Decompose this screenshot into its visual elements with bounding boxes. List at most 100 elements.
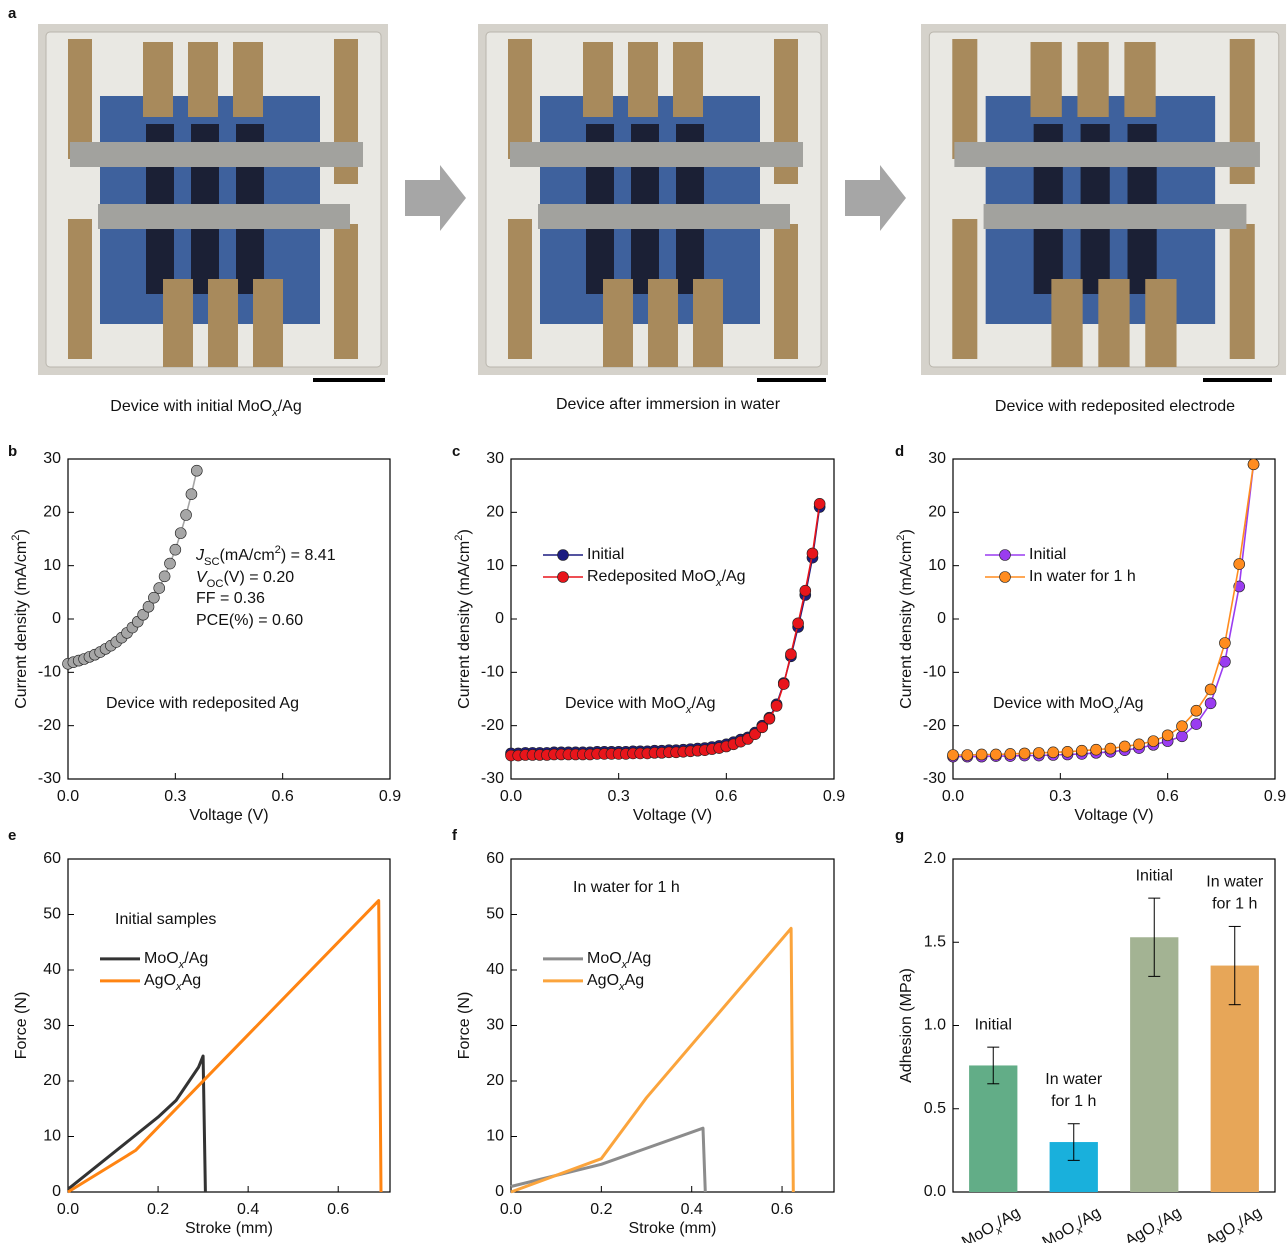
bar-label: In water xyxy=(1045,1071,1103,1088)
text-part: (V) = 0.20 xyxy=(223,569,294,586)
data-point xyxy=(785,648,797,661)
plot-frame xyxy=(952,458,1276,780)
series-line xyxy=(953,464,1255,758)
y-tick-label: 20 xyxy=(486,1072,504,1089)
legend-label: AgOxAg xyxy=(144,972,201,993)
y-axis-label: Force (N) xyxy=(13,992,30,1060)
text-part: Current density (mA/cm xyxy=(456,541,473,709)
data-point xyxy=(1147,735,1160,747)
annotation: Device with redeposited Ag xyxy=(106,695,299,712)
annotation: Device with MoOx/Ag xyxy=(993,695,1144,716)
text-part: /Ag xyxy=(627,950,651,967)
y-tick-label: 30 xyxy=(486,1017,504,1034)
series-line xyxy=(953,464,1255,756)
data-point xyxy=(749,728,761,741)
text-part: 2 xyxy=(453,535,465,541)
x-axis-label: Stroke (mm) xyxy=(629,1220,717,1237)
text-part: Ag xyxy=(625,972,645,989)
legend-marker xyxy=(557,549,569,561)
y-tick-label: -30 xyxy=(923,770,946,787)
x-tick-label: 0.6 xyxy=(1157,788,1179,805)
annotation: VOC(V) = 0.20 xyxy=(196,569,294,590)
y-tick-label: 2.0 xyxy=(924,850,946,867)
x-tick-label: 0.0 xyxy=(57,1201,79,1218)
y-tick-label: 0.0 xyxy=(924,1183,946,1200)
data-point xyxy=(153,582,166,594)
text-part: /Ag xyxy=(692,695,716,712)
text-part: J xyxy=(195,547,205,564)
data-point xyxy=(1247,458,1260,471)
data-point xyxy=(1018,747,1031,760)
data-point xyxy=(813,497,826,510)
x-axis-label: Voltage (V) xyxy=(189,807,268,824)
legend-label: In water for 1 h xyxy=(1029,568,1136,585)
y-tick-label: 40 xyxy=(486,961,504,978)
data-point xyxy=(975,748,988,761)
photo xyxy=(37,23,389,376)
text-part: V xyxy=(196,569,208,586)
text-part: /Ag xyxy=(278,398,302,415)
data-point xyxy=(1219,637,1231,649)
data-point xyxy=(1176,730,1188,743)
data-point xyxy=(180,509,192,521)
text-part: AgO xyxy=(1122,1219,1158,1243)
text-part: Device with MoO xyxy=(993,695,1114,712)
data-point xyxy=(191,464,203,477)
y-tick-label: -30 xyxy=(38,770,61,787)
data-point xyxy=(792,617,804,630)
y-tick-label: 30 xyxy=(43,1017,61,1034)
x-tick-label: MoOx/Ag xyxy=(959,1204,1025,1243)
text-part: x xyxy=(685,704,692,716)
data-point xyxy=(1090,743,1102,756)
text-part: OC xyxy=(207,578,224,590)
text-part: 2 xyxy=(895,535,907,541)
x-tick-label: 0.9 xyxy=(823,788,845,805)
y-tick-label: -20 xyxy=(923,717,946,734)
y-tick-label: 50 xyxy=(486,906,504,923)
x-tick-label: 0.0 xyxy=(500,788,522,805)
bar-label: Initial xyxy=(1136,867,1173,884)
legend-label: MoOx/Ag xyxy=(144,950,208,971)
text-part: Device with initial MoO xyxy=(110,398,272,415)
x-tick-label: 0.3 xyxy=(1049,788,1071,805)
y-tick-label: -20 xyxy=(481,717,504,734)
text-part: /Ag xyxy=(184,950,208,967)
annotation: In water for 1 h xyxy=(573,879,680,896)
data-point xyxy=(137,608,149,621)
text-part: x xyxy=(621,959,628,971)
text-part: Ag xyxy=(182,972,202,989)
data-point xyxy=(1004,748,1017,760)
data-point xyxy=(158,570,171,583)
y-axis-label: Current density (mA/cm2) xyxy=(10,529,30,709)
panel-label: c xyxy=(452,443,460,460)
x-tick-label: 0.0 xyxy=(942,788,964,805)
x-axis-label: Voltage (V) xyxy=(1074,807,1153,824)
x-tick-label: 0.6 xyxy=(715,788,737,805)
legend-label: Redeposited MoOx/Ag xyxy=(587,568,746,589)
x-tick-label: AgOx/Ag xyxy=(1122,1204,1186,1243)
legend-marker xyxy=(999,571,1011,583)
text-part: x xyxy=(175,981,182,993)
panel-label: g xyxy=(895,827,904,844)
legend-label: AgOxAg xyxy=(587,972,644,993)
legend-label: Initial xyxy=(1029,546,1066,563)
scale-bar xyxy=(1203,378,1272,382)
plot-frame xyxy=(510,858,835,1193)
y-tick-label: 60 xyxy=(43,850,61,867)
data-point xyxy=(1076,744,1088,757)
x-tick-label: 0.6 xyxy=(272,788,294,805)
x-tick-label: 0.9 xyxy=(379,788,401,805)
panel-label: b xyxy=(8,443,17,460)
data-point xyxy=(1204,683,1217,696)
y-tick-label: 30 xyxy=(486,450,504,467)
plot-frame xyxy=(67,858,391,1193)
arrow xyxy=(845,165,906,231)
text-part: MoO xyxy=(959,1219,998,1243)
data-point xyxy=(1061,745,1074,758)
x-tick-label: 0.2 xyxy=(147,1201,169,1218)
x-tick-label: 0.2 xyxy=(590,1201,612,1218)
bar-label: Initial xyxy=(975,1016,1012,1033)
data-point xyxy=(756,721,769,734)
panel-label: f xyxy=(452,827,458,844)
